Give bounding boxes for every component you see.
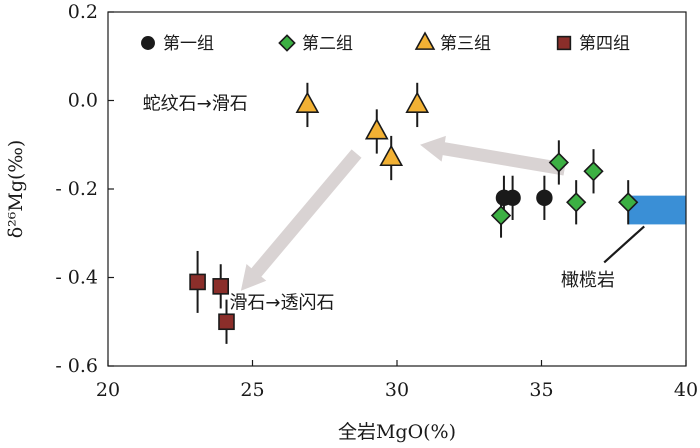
legend-marker-diamond [278,34,296,52]
legend: 第一组 第二组 第三组 第四组 [141,31,630,54]
data-point-diamond [583,161,604,182]
y-tick-label: - 0.2 [55,178,98,200]
annotation-2: 滑石→透闪石 [229,292,334,313]
peridotite-label: 橄榄岩 [561,270,615,291]
data-point-diamond [566,192,587,213]
data-point-diamond [618,192,639,213]
annotation-1: 蛇纹石→滑石 [143,93,248,114]
peridotite-range: 橄榄岩 [561,195,686,291]
data-point-square [189,273,206,291]
data-point-square [218,313,235,331]
y-axis-title: δ²⁶Mg(‰) [5,140,27,239]
x-tick-label: 20 [96,379,120,401]
data-point-diamond [548,152,569,173]
legend-marker-circle [141,36,155,50]
legend-marker-triangle [414,31,436,50]
data-point-triangle [295,91,320,113]
legend-label: 第二组 [302,34,353,54]
legend-marker-square [556,35,572,51]
peridotite-range-box [628,195,686,225]
x-tick-label: 30 [385,379,409,401]
plot-frame [107,11,687,367]
x-tick-label: 40 [674,379,698,401]
data-point-circle [504,189,521,207]
plot-border [107,11,687,367]
peridotite-pointer-line [603,225,645,264]
data-point-triangle [405,91,430,113]
trend-arrows [240,135,566,291]
data-point-triangle [364,118,389,140]
legend-label: 第三组 [440,34,491,54]
y-tick-label: 0.2 [68,1,98,23]
data-points [189,82,639,344]
data-point-diamond [490,205,512,226]
trend-arrow-2 [240,149,362,291]
x-tick-label: 25 [240,379,264,401]
legend-label: 第四组 [579,34,630,54]
x-tick-label: 35 [529,379,553,401]
axes: 20 25 30 35 40 0.2 0.0 - 0.2 - 0.4 - 0.6 全岩MgO(%) δ… [5,1,698,443]
x-axis-title: 全岩MgO(%) [338,421,456,443]
data-point-square [212,278,230,295]
legend-label: 第一组 [163,34,214,54]
trend-arrow-1 [420,135,566,176]
y-tick-label: - 0.4 [55,267,98,289]
data-point-triangle [379,144,404,167]
y-tick-label: - 0.6 [55,355,98,377]
y-tick-label: 0.0 [68,90,98,112]
data-point-circle [536,189,553,207]
